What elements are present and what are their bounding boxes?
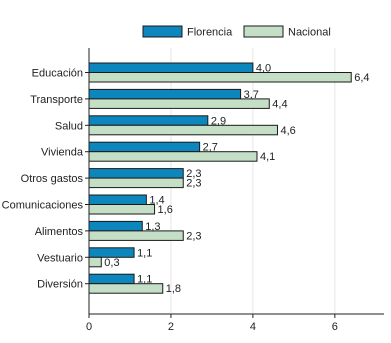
data-label-nacional: 0,3 — [104, 257, 119, 269]
category-label: Salud — [55, 120, 83, 132]
bar-nacional — [88, 177, 184, 189]
category-label: Vivienda — [41, 147, 84, 159]
legend-swatch-florencia — [142, 25, 183, 38]
category-label: Vestuario — [37, 252, 83, 264]
data-label-florencia: 3,7 — [244, 89, 259, 101]
x-tick-label: 2 — [168, 321, 174, 333]
data-label-nacional: 4,6 — [280, 125, 295, 137]
category-label: Educación — [32, 68, 83, 80]
data-label-florencia: 2,7 — [203, 142, 218, 154]
bar-florencia — [88, 220, 143, 232]
data-label-nacional: 2,3 — [186, 230, 201, 242]
data-label-nacional: 4,4 — [272, 98, 287, 110]
category-label: Alimentos — [35, 226, 84, 238]
bars — [88, 62, 352, 294]
bar-nacional — [88, 151, 258, 162]
x-ticks: 0 2 4 6 — [86, 314, 338, 333]
legend-swatch-nacional — [243, 25, 284, 38]
bar-florencia — [88, 62, 254, 73]
bar-labels: 4,06,43,74,42,94,62,74,12,32,31,41,61,32… — [104, 63, 369, 296]
x-tick-label: 4 — [250, 321, 256, 333]
bar-florencia — [88, 273, 135, 285]
legend: Florencia Nacional — [142, 25, 331, 39]
bar-nacional — [88, 256, 102, 268]
bar-nacional — [88, 124, 278, 136]
data-label-florencia: 1,4 — [149, 195, 164, 207]
x-tick-label: 0 — [86, 321, 92, 333]
data-label-florencia: 4,0 — [256, 63, 271, 75]
category-label: Comunicaciones — [2, 200, 84, 212]
category-labels: Educación Transporte Salud Vivienda Otros ga… — [2, 68, 89, 291]
bar-florencia — [88, 194, 147, 205]
data-label-nacional: 1,6 — [158, 204, 173, 216]
data-label-florencia: 1,1 — [137, 274, 152, 286]
data-label-florencia: 1,3 — [145, 221, 160, 233]
category-label: Diversión — [37, 279, 83, 291]
category-label: Transporte — [30, 94, 83, 106]
legend-label-nacional: Nacional — [288, 27, 331, 39]
bar-florencia — [88, 88, 242, 100]
bar-florencia — [88, 115, 209, 126]
bar-nacional — [88, 230, 184, 241]
data-label-nacional: 4,1 — [260, 151, 275, 163]
data-label-nacional: 2,3 — [186, 178, 201, 190]
data-label-florencia: 2,9 — [211, 115, 226, 127]
category-label: Otros gastos — [21, 173, 84, 185]
data-label-nacional: 1,8 — [166, 283, 181, 295]
bar-florencia — [88, 141, 201, 153]
x-tick-label: 6 — [332, 321, 338, 333]
data-label-florencia: 2,3 — [186, 168, 201, 180]
bar-nacional — [88, 72, 352, 83]
bar-nacional — [88, 204, 156, 215]
bar-florencia — [88, 168, 184, 179]
data-label-nacional: 6,4 — [354, 72, 369, 84]
bar-nacional — [88, 98, 270, 109]
legend-label-florencia: Florencia — [187, 27, 233, 39]
data-label-florencia: 1,1 — [137, 247, 152, 259]
